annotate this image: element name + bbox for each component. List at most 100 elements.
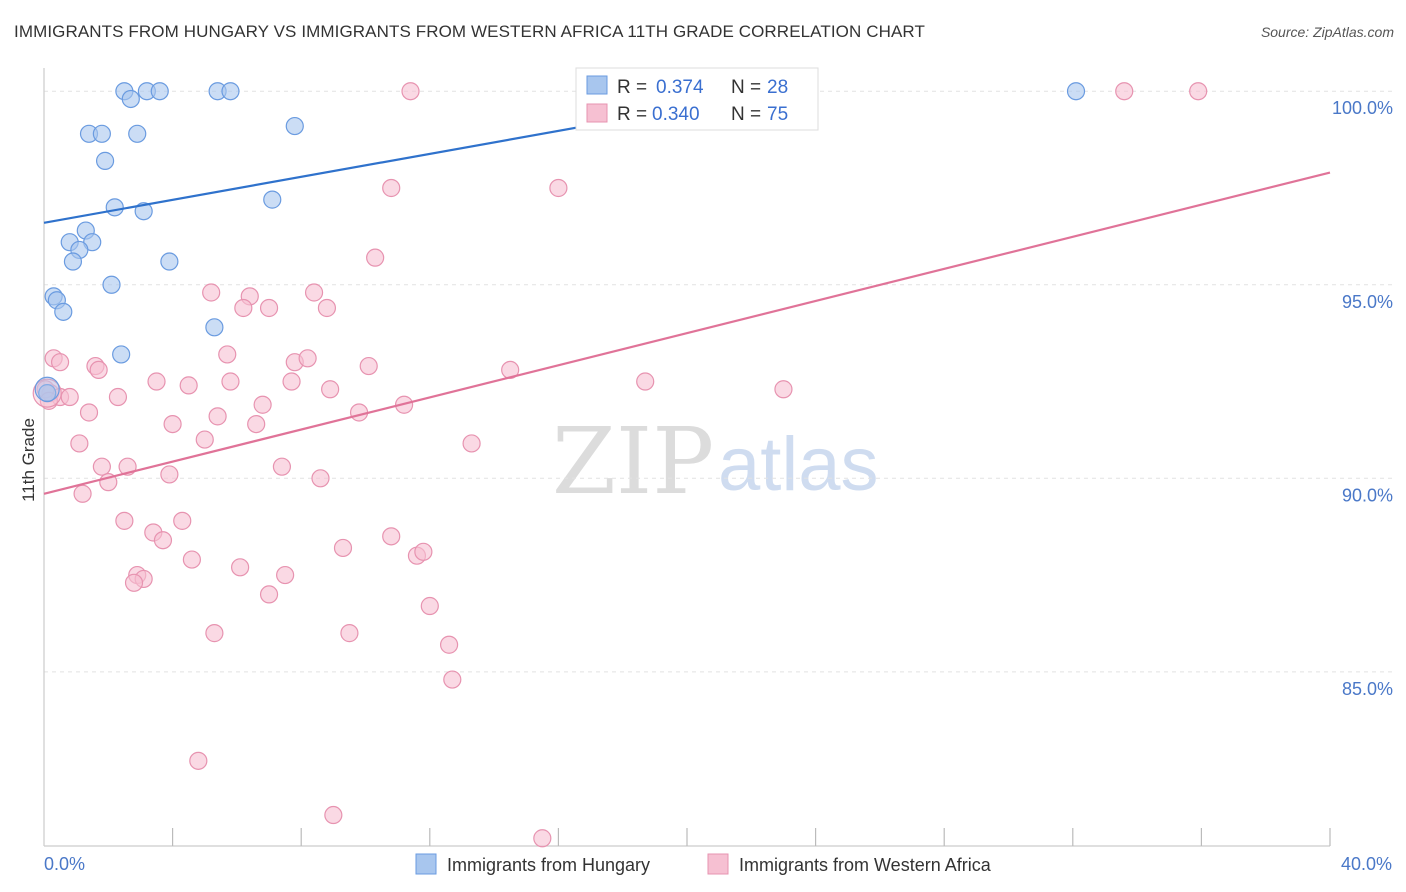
watermark-zip: ZIP <box>552 408 714 515</box>
hungary-point-11 <box>95 151 115 170</box>
hungary-point-8 <box>92 124 111 143</box>
legend: Immigrants from Hungary Immigrants from … <box>415 853 992 875</box>
western-africa-point-67 <box>340 624 359 643</box>
western-africa-point-12 <box>317 298 337 318</box>
hungary-cluster-point <box>34 376 60 402</box>
stats-r-value-hungary: 0.374 <box>656 77 704 98</box>
legend-label-western-africa: Immigrants from Western Africa <box>739 855 992 875</box>
western-africa-point-46 <box>272 457 292 476</box>
trend-line-western-africa <box>43 171 1331 495</box>
western-africa-point-43 <box>92 457 111 476</box>
western-africa-point-2 <box>1115 82 1134 101</box>
western-africa-point-10 <box>234 298 253 318</box>
western-africa-point-18 <box>359 356 378 376</box>
western-africa-point-4 <box>382 178 401 198</box>
western-africa-point-62 <box>124 573 144 592</box>
western-africa-point-53 <box>153 531 173 550</box>
western-africa-point-31 <box>60 387 79 407</box>
western-africa-point-38 <box>163 414 182 434</box>
hungary-point-21 <box>102 275 121 294</box>
western-africa-point-70 <box>189 751 208 770</box>
stats-swatch-western-africa <box>586 103 608 123</box>
western-africa-point-14 <box>50 353 70 372</box>
watermark-atlas: atlas <box>718 422 879 507</box>
western-africa-point-3 <box>1189 82 1208 101</box>
western-africa-point-59 <box>414 542 433 561</box>
western-africa-point-41 <box>195 430 214 449</box>
western-africa-point-23 <box>774 380 793 399</box>
western-africa-point-27 <box>282 372 301 391</box>
hungary-point-26 <box>112 345 131 364</box>
y-tick-label-90: 90.0% <box>1342 485 1393 505</box>
stats-swatch-hungary <box>586 75 608 95</box>
western-africa-point-47 <box>311 469 330 488</box>
western-africa-point-45 <box>160 465 179 484</box>
stats-n-value-hungary: 28 <box>767 77 788 98</box>
western-africa-point-39 <box>247 414 266 434</box>
western-africa-point-28 <box>321 380 340 399</box>
stats-r-label-hungary: R = <box>617 77 647 98</box>
western-africa-point-5 <box>549 178 568 198</box>
western-africa-point-32 <box>108 387 128 407</box>
y-tick-labels: 85.0% 90.0% 95.0% 100.0% <box>1332 98 1393 699</box>
stats-n-label-western-africa: N = <box>731 104 761 125</box>
stats-r-value-western-africa: 0.340 <box>652 104 700 125</box>
western-africa-point-49 <box>73 484 92 503</box>
legend-swatch-western-africa <box>707 853 729 875</box>
legend-swatch-hungary <box>415 853 437 875</box>
stats-n-value-western-africa: 75 <box>767 104 788 125</box>
y-tick-label-95: 95.0% <box>1342 292 1393 312</box>
hungary-point-14 <box>134 202 153 221</box>
grid-lines <box>44 90 1392 673</box>
western-africa-point-25 <box>179 376 198 395</box>
western-africa-point-40 <box>70 434 89 453</box>
western-africa-point-57 <box>231 558 250 577</box>
western-africa-point-54 <box>333 538 353 558</box>
western-africa-point-56 <box>182 550 201 569</box>
hungary-point-6 <box>1066 82 1086 101</box>
western-africa-point-64 <box>259 585 279 604</box>
western-africa-point-0 <box>401 82 420 101</box>
hungary-point-20 <box>160 252 179 271</box>
y-tick-label-85: 85.0% <box>1342 679 1393 699</box>
western-africa-point-26 <box>221 372 240 391</box>
x-tick-label-0: 0.0% <box>44 854 85 874</box>
western-africa-point-51 <box>173 511 192 530</box>
hungary-point-5 <box>221 82 240 101</box>
y-tick-label-100: 100.0% <box>1332 98 1393 118</box>
western-africa-point-71 <box>324 805 343 825</box>
hungary-point-19 <box>63 252 83 271</box>
hungary-point-24 <box>54 302 73 321</box>
x-ticks <box>172 828 1331 846</box>
series-hungary-points <box>34 82 1086 403</box>
western-africa-point-36 <box>208 407 227 426</box>
stats-box-frame <box>575 67 819 131</box>
hungary-point-9 <box>128 124 147 143</box>
western-africa-point-69 <box>443 670 462 689</box>
western-africa-point-72 <box>533 829 552 848</box>
chart-title: IMMIGRANTS FROM HUNGARY VS IMMIGRANTS FR… <box>14 22 925 41</box>
western-africa-point-50 <box>115 511 134 530</box>
hungary-point-3 <box>150 82 169 101</box>
chart-source: Source: ZipAtlas.com <box>1260 24 1394 40</box>
western-africa-point-11 <box>259 298 279 318</box>
western-africa-point-63 <box>276 565 295 585</box>
legend-label-hungary: Immigrants from Hungary <box>447 855 650 875</box>
western-africa-point-66 <box>205 624 224 643</box>
western-africa-point-24 <box>147 372 166 391</box>
western-africa-point-35 <box>79 403 99 422</box>
western-africa-point-20 <box>89 360 108 380</box>
western-africa-point-22 <box>636 372 655 391</box>
stats-r-label-western-africa: R = <box>617 104 647 125</box>
western-africa-point-42 <box>462 434 481 453</box>
x-tick-labels: 0.0% 40.0% <box>44 854 1392 874</box>
western-africa-point-7 <box>202 283 221 302</box>
western-africa-point-55 <box>382 527 401 546</box>
western-africa-point-65 <box>420 596 439 616</box>
western-africa-point-6 <box>366 248 385 267</box>
hungary-point-25 <box>205 318 224 337</box>
western-africa-point-17 <box>298 349 317 368</box>
western-africa-point-9 <box>304 283 324 302</box>
hungary-point-12 <box>263 190 282 209</box>
